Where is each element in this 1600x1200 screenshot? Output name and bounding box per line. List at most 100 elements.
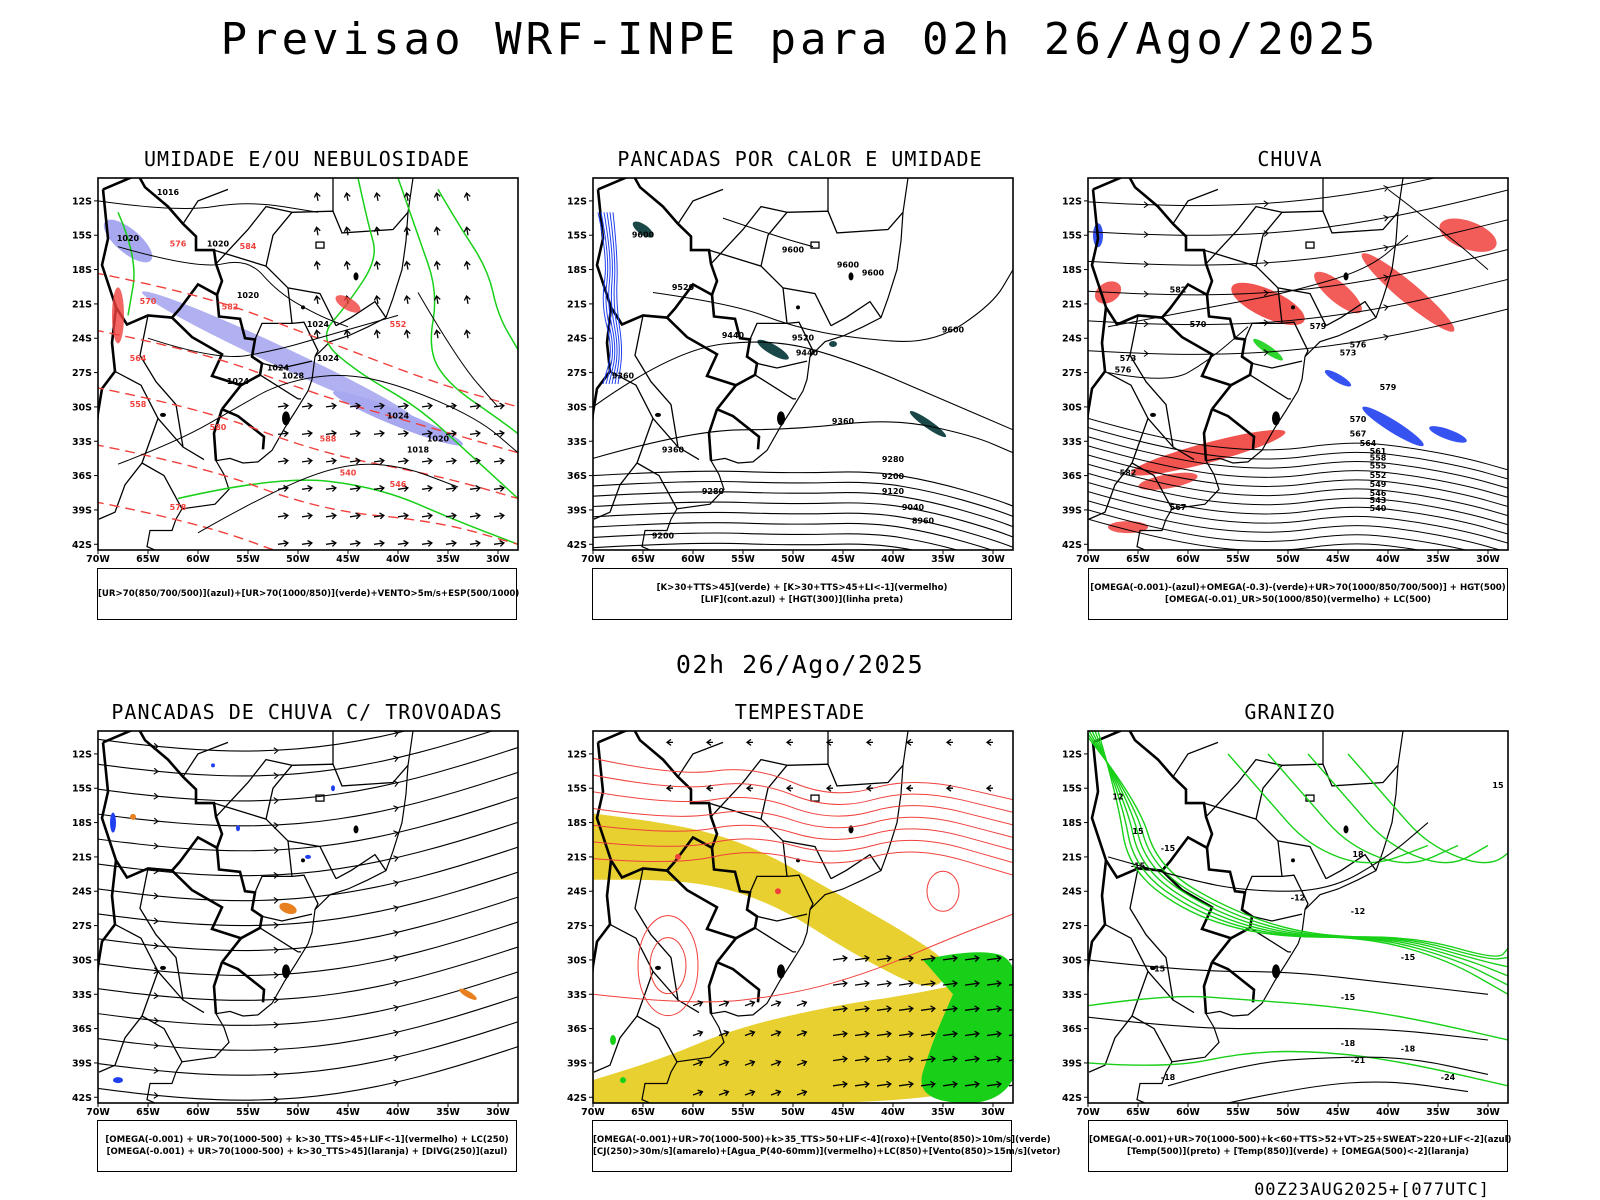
temp850-contour-green — [1088, 732, 1508, 960]
wind-vector — [469, 402, 481, 410]
wind-vector — [397, 430, 409, 437]
map-panel-umidade: 1016102010201024102410241024102810241020… — [72, 177, 519, 565]
divergence-blue — [110, 812, 116, 833]
streamline — [98, 996, 518, 1051]
state-border — [254, 287, 293, 340]
federal-district — [810, 794, 820, 802]
wind-vector — [397, 457, 409, 465]
wind-vector — [343, 329, 351, 339]
lat-tick-label: 21S — [567, 299, 587, 310]
contour-label: 573 — [1340, 348, 1357, 357]
wind-vector — [301, 512, 313, 520]
height-contour — [1088, 491, 1508, 544]
wind-vector — [876, 1005, 892, 1013]
wind-vector — [744, 1030, 756, 1037]
legend-line: [LIF](cont.azul) + [HGT(300)](linha pret… — [700, 595, 904, 605]
wind-vector — [325, 484, 337, 492]
reservoir — [1343, 825, 1349, 834]
wind-vector — [493, 484, 505, 492]
contour-label: -15 — [1151, 964, 1166, 973]
wind-vector — [445, 402, 457, 410]
stream-arrow — [1263, 319, 1269, 327]
lifted-index-contour — [597, 212, 611, 385]
lon-tick-label: 45W — [831, 554, 855, 565]
state-border — [1244, 840, 1283, 893]
lat-tick-label: 33S — [72, 990, 92, 1001]
contour-label: 540 — [340, 469, 357, 478]
divergence-blue — [236, 825, 240, 832]
lon-tick-label: 50W — [1276, 1107, 1300, 1118]
lat-tick-label: 36S — [1062, 1024, 1082, 1035]
lon-tick-label: 40W — [881, 1107, 905, 1118]
lon-tick-label: 60W — [1176, 554, 1200, 565]
country-border — [221, 961, 266, 1003]
lat-tick-label: 30S — [72, 402, 92, 413]
omega-area-blue — [1362, 406, 1424, 447]
panel-title-trovoadas: PANCADAS DE CHUVA C/ TROVOADAS — [111, 700, 503, 724]
wind-vector — [744, 1089, 756, 1097]
divergence-blue — [331, 785, 335, 792]
contour-label: -15 — [1401, 953, 1416, 962]
height-contour — [1088, 436, 1508, 489]
wind-vector — [920, 1080, 936, 1088]
legend-line: [K>30+TTS>45](verde) + [K>30+TTS>45+LI<-… — [656, 583, 948, 593]
country-border — [710, 294, 759, 411]
wind-vector — [301, 430, 313, 437]
height-contour — [593, 341, 1013, 431]
lagoa-dos-patos — [282, 964, 290, 979]
height-contour — [1107, 326, 1249, 379]
contour-label: 570 — [140, 297, 157, 306]
height-contour — [1088, 482, 1508, 535]
temp850-contour-green — [1088, 1050, 1508, 1087]
wind-vector — [403, 226, 411, 236]
wind-vector — [469, 539, 481, 547]
lon-tick-label: 45W — [831, 1107, 855, 1118]
wind-vector — [945, 784, 953, 792]
lon-tick-label: 50W — [781, 1107, 805, 1118]
legend-line: [OMEGA(-0.001) + UR>70(1000-500) + k>30_… — [105, 1135, 509, 1145]
wind-vector — [986, 1055, 1002, 1063]
thunderstorm-area-orange — [279, 902, 297, 915]
wind-vector — [985, 784, 993, 792]
wind-vector — [942, 1080, 958, 1088]
reservoir — [848, 272, 854, 281]
strong-wind-area-green — [921, 952, 1013, 1103]
stream-arrow — [273, 847, 279, 854]
lat-tick-label: 30S — [1062, 955, 1082, 966]
state-border — [749, 840, 788, 893]
country-border — [595, 742, 713, 880]
wind-vector — [445, 430, 457, 437]
lake — [655, 412, 661, 417]
lifted-index-contour — [603, 212, 616, 385]
country-border — [716, 961, 761, 1003]
wind-vector — [313, 329, 321, 339]
temp500-contour — [1167, 1056, 1489, 1087]
rain-area-red — [1108, 521, 1148, 534]
legend-line: [OMEGA(-0.001)-(azul)+OMEGA(-0.3)-(verde… — [1090, 583, 1506, 593]
wind-vector — [343, 191, 351, 202]
jet-stream-area-yellow — [593, 813, 947, 986]
contour-label: 9600 — [942, 326, 965, 335]
wind-vector — [433, 329, 441, 339]
humidity-contour-green — [177, 479, 518, 546]
wind-vector — [964, 1080, 980, 1088]
contour-label: 1018 — [407, 446, 430, 455]
wind-vector — [445, 539, 457, 547]
wind-vector — [433, 294, 441, 305]
contour-label: -18 — [1161, 1073, 1176, 1082]
isobar — [417, 292, 499, 408]
lat-tick-label: 24S — [567, 334, 587, 345]
map-frame — [97, 177, 519, 551]
wind-vector — [832, 1055, 848, 1063]
reservoir — [1343, 272, 1349, 281]
lon-tick-label: 55W — [1226, 1107, 1250, 1118]
lon-tick-label: 40W — [386, 554, 410, 565]
lake — [655, 965, 661, 970]
lat-tick-label: 21S — [1062, 852, 1082, 863]
wind-vector — [854, 1055, 870, 1063]
wind-vector — [905, 784, 913, 792]
wind-vector — [397, 512, 409, 520]
lat-tick-label: 33S — [567, 437, 587, 448]
lon-tick-label: 70W — [1076, 1107, 1100, 1118]
federal-district — [810, 241, 820, 249]
